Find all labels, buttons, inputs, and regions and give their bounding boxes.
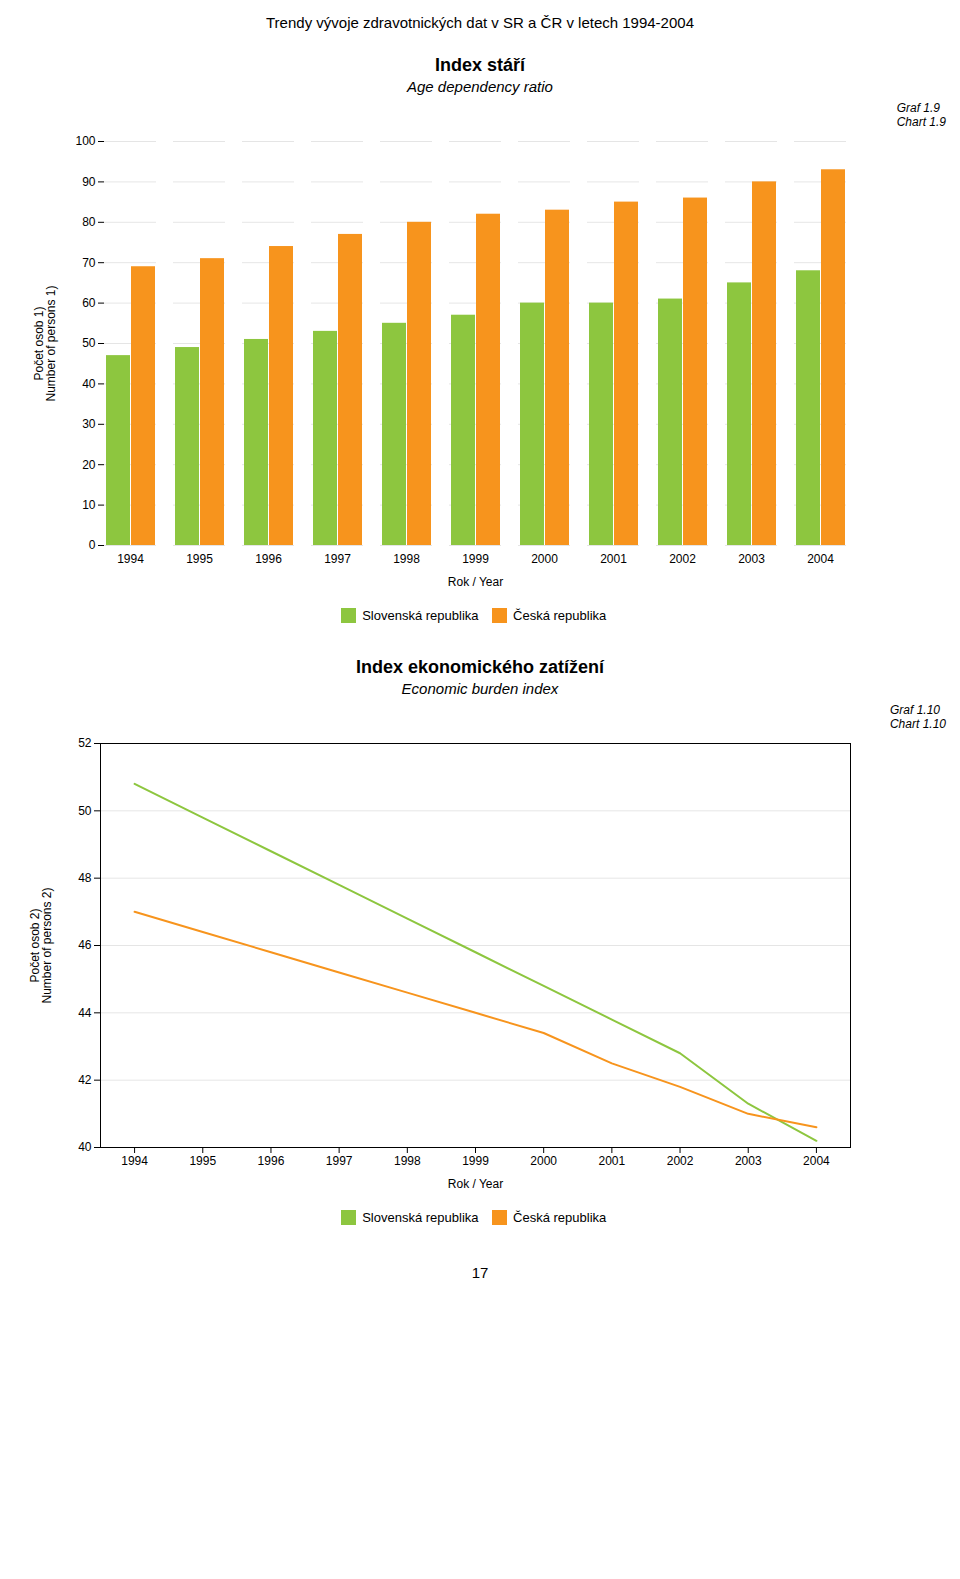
svg-text:2001: 2001 (599, 1154, 626, 1168)
svg-text:2000: 2000 (531, 552, 558, 566)
html-text:Index stáří: Index stáří (435, 55, 525, 75)
svg-text:90: 90 (82, 175, 96, 189)
svg-text:1998: 1998 (393, 552, 420, 566)
svg-text:80: 80 (82, 215, 96, 229)
svg-text:2001: 2001 (600, 552, 627, 566)
html-text:Graf 1.9 Chart 1.9: Graf 1.9 Chart 1.9 (896, 101, 946, 129)
svg-text:2002: 2002 (667, 1154, 694, 1168)
html-text:Slovenská republika: Slovenská republika (362, 608, 479, 623)
html-text:17: 17 (471, 1264, 489, 1281)
svg-text:0: 0 (89, 538, 96, 552)
svg-text:10: 10 (82, 498, 96, 512)
svg-text:2000: 2000 (530, 1154, 557, 1168)
svg-text:50: 50 (78, 803, 92, 817)
svg-text:1996: 1996 (255, 552, 282, 566)
html-text:Graf 1.10 Chart 1.10: Graf 1.10 Chart 1.10 (890, 702, 946, 731)
svg-text:Rok / Year: Rok / Year (448, 1176, 503, 1190)
svg-text:2002: 2002 (669, 552, 696, 566)
svg-text:2004: 2004 (803, 1154, 830, 1168)
svg-text:42: 42 (78, 1073, 92, 1087)
svg-text:1999: 1999 (462, 1154, 489, 1168)
svg-text:Počet osob 1)Number of persons: Počet osob 1)Number of persons 1) (32, 285, 58, 401)
svg-text:52: 52 (78, 736, 92, 750)
svg-text:70: 70 (82, 256, 96, 270)
svg-text:1995: 1995 (189, 1154, 216, 1168)
svg-text:1997: 1997 (324, 552, 351, 566)
html-text:Slovenská republika: Slovenská republika (362, 1209, 479, 1225)
svg-text:44: 44 (78, 1005, 92, 1019)
svg-text:1997: 1997 (326, 1154, 353, 1168)
svg-text:1995: 1995 (186, 552, 213, 566)
svg-text:40: 40 (78, 1140, 92, 1154)
svg-text:Počet osob 2)Number of persons: Počet osob 2)Number of persons 2) (28, 887, 54, 1003)
svg-text:46: 46 (78, 938, 92, 952)
svg-text:1996: 1996 (258, 1154, 285, 1168)
html-text:Index ekonomického zatížení: Index ekonomického zatížení (356, 656, 604, 677)
svg-text:Rok / Year: Rok / Year (448, 575, 503, 589)
svg-text:1999: 1999 (462, 552, 489, 566)
html-text:Economic burden index: Economic burden index (401, 679, 559, 697)
svg-text:100: 100 (75, 134, 95, 148)
svg-text:20: 20 (82, 458, 96, 472)
svg-text:60: 60 (82, 296, 96, 310)
html-text:Age dependency ratio: Age dependency ratio (407, 78, 553, 95)
svg-text:40: 40 (82, 377, 96, 391)
svg-text:30: 30 (82, 417, 96, 431)
html-text:Česká republika: Česká republika (513, 1209, 607, 1225)
svg-text:1998: 1998 (394, 1154, 421, 1168)
svg-text:2003: 2003 (735, 1154, 762, 1168)
html-text:Trendy vývoje zdravotnických d: Trendy vývoje zdravotnických dat v SR a … (266, 14, 694, 31)
svg-text:1994: 1994 (117, 552, 144, 566)
html-text:Česká republika: Česká republika (513, 608, 607, 623)
svg-text:1994: 1994 (121, 1154, 148, 1168)
svg-text:2003: 2003 (738, 552, 765, 566)
svg-text:50: 50 (82, 336, 96, 350)
svg-text:2004: 2004 (807, 552, 834, 566)
svg-text:48: 48 (78, 871, 92, 885)
